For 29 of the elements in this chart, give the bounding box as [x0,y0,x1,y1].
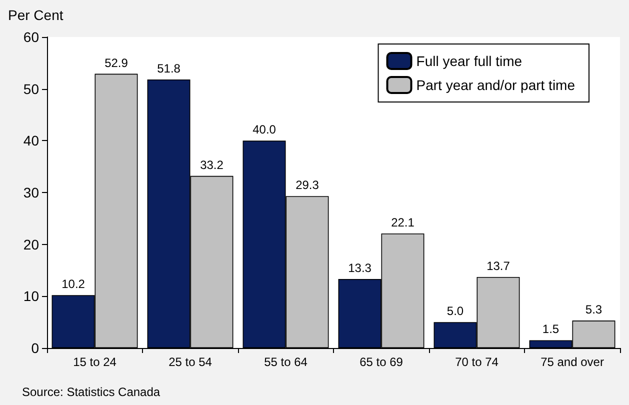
x-tick-label: 25 to 54 [168,355,212,369]
y-axis-title: Per Cent [8,7,64,23]
x-tick-label: 70 to 74 [455,355,499,369]
source-note: Source: Statistics Canada [22,385,160,399]
legend-label: Part year and/or part time [416,77,576,93]
x-tick-label: 15 to 24 [73,355,117,369]
y-tick-label: 50 [23,80,40,97]
data-label: 40.0 [252,122,276,137]
y-tick-label: 0 [31,340,40,356]
x-tick-label: 55 to 64 [264,355,308,369]
y-tick-label: 20 [23,236,40,252]
data-label: 13.7 [486,258,510,273]
y-tick-label: 40 [23,132,40,149]
x-tick-label: 75 and over [540,355,604,369]
x-tick-label: 65 to 69 [360,355,404,369]
y-tick-label: 30 [23,184,40,200]
y-tick-label: 60 [23,29,40,45]
data-label: 29.3 [296,178,320,192]
data-label: 13.3 [348,261,372,276]
data-label: 1.5 [542,322,560,336]
legend-label: Full year full time [416,53,522,69]
data-label: 22.1 [391,215,415,230]
data-label: 33.2 [200,158,224,172]
data-label: 51.8 [157,62,181,76]
data-label: 10.2 [62,277,86,292]
y-tick-label: 10 [23,288,40,304]
data-label: 52.9 [104,56,128,70]
data-label: 5.3 [585,302,602,317]
data-label: 5.0 [446,304,464,318]
